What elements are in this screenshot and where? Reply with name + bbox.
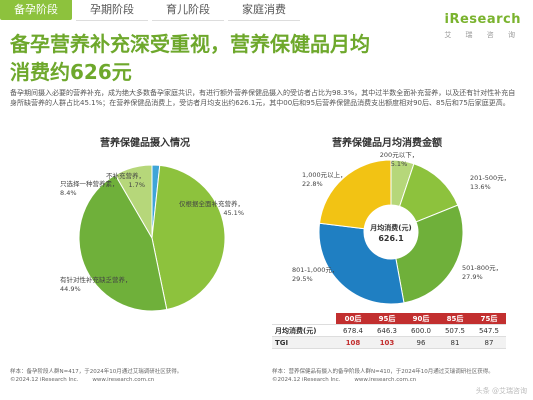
donut-pct-2: 27.9%	[462, 273, 483, 281]
table-row-label: TGI	[272, 336, 336, 349]
left-copyright: ©2024.12 iResearch Inc. www.iresearch.co…	[10, 376, 265, 384]
slice-label-0-1: 仅根据全面补充营养，	[179, 199, 244, 208]
donut-center-label: 月均消费(元)	[369, 223, 411, 232]
tab-3[interactable]: 家庭消费	[228, 0, 300, 21]
brand-subtitle: 艾 瑞 咨 询	[444, 31, 521, 39]
tab-0[interactable]: 备孕阶段	[0, 0, 72, 20]
left-source-note: 样本：备孕阶段人群N=417，于2024年10月通过艾瑞调研社区获得。 ©202…	[10, 368, 265, 384]
pie-slice-0-0	[78, 174, 168, 312]
table-col-header: 85后	[438, 313, 472, 325]
donut-label-1: 201-500元，	[470, 174, 510, 182]
donut-pct-0: 5.1%	[391, 160, 408, 168]
pie-slice-0-2	[114, 164, 153, 240]
brand-name: iResearch	[444, 12, 521, 27]
table-cell: 646.3	[370, 324, 404, 337]
slice-pct-0-1: 45.1%	[223, 209, 244, 217]
donut-center	[364, 205, 418, 259]
table-cell: 87	[472, 336, 506, 349]
tab-2[interactable]: 育儿阶段	[152, 0, 224, 21]
slice-pct-0-3: 1.7%	[128, 181, 145, 189]
donut-pct-3: 29.5%	[292, 275, 313, 283]
pie-slice-0-1	[151, 164, 226, 311]
right-source-text: 样本：营养保健品有摄入的备孕阶段人群N=410，于2024年10月通过艾瑞调研社…	[272, 369, 494, 375]
table-corner	[272, 313, 336, 325]
summary-paragraph: 备孕期间摄入必要的营养补充，成为绝大多数备孕家庭共识，有进行额外营养保健品摄入的…	[10, 89, 516, 107]
table-cell: 81	[438, 336, 472, 349]
page-title-line1: 备孕营养补充深受重视，营养保健品月均	[10, 32, 370, 56]
watermark: 头条 @艾瑞咨询	[475, 387, 527, 395]
donut-center-value: 626.1	[378, 234, 404, 243]
donut-label-3: 801-1,000元，	[292, 266, 338, 274]
table-cell: 507.5	[438, 324, 472, 337]
table-header-row: 00后 95后 90后 85后 75后	[272, 313, 506, 325]
slice-pct-0-0: 44.9%	[60, 285, 81, 293]
slice-label-0-3: 不补充营养，	[106, 171, 145, 180]
left-copyright-text: ©2024.12 iResearch Inc.	[10, 377, 79, 383]
left-source-text: 样本：备孕阶段人群N=417，于2024年10月通过艾瑞调研社区获得。	[10, 369, 183, 375]
table-cell: 103	[370, 336, 404, 349]
slice-pct-0-2: 8.4%	[60, 189, 77, 197]
donut-label-0: 200元以下，	[380, 151, 418, 159]
table-cell: 600.0	[404, 324, 438, 337]
left-chart-title: 营养保健品摄入情况	[100, 138, 190, 149]
slice-label-0-0: 有针对性补充缺乏营养，	[60, 275, 132, 284]
right-source-note: 样本：营养保健品有摄入的备孕阶段人群N=410，于2024年10月通过艾瑞调研社…	[272, 368, 522, 384]
donut-label-2: 501-800元，	[462, 264, 502, 272]
page-title: 备孕营养补充深受重视，营养保健品月均 消费约626元	[10, 30, 460, 86]
table-cell: 96	[404, 336, 438, 349]
table-col-header: 00后	[336, 313, 370, 325]
page-title-line2: 消费约626元	[10, 60, 132, 84]
brand-logo: iResearch 艾 瑞 咨 询	[444, 12, 521, 40]
table-cell: 108	[336, 336, 370, 349]
table-row: 月均消费(元) 678.4 646.3 600.0 507.5 547.5	[272, 324, 506, 337]
table-col-header: 75后	[472, 313, 506, 325]
donut-pct-1: 13.6%	[470, 183, 491, 191]
table-col-header: 90后	[404, 313, 438, 325]
stage-tabs: 备孕阶段 孕期阶段 育儿阶段 家庭消费	[0, 0, 304, 22]
donut-pct-4: 22.8%	[302, 180, 323, 188]
right-copyright: ©2024.12 iResearch Inc. www.iresearch.co…	[272, 376, 522, 384]
right-copyright-text: ©2024.12 iResearch Inc.	[272, 377, 341, 383]
right-chart-title: 营养保健品月均消费金额	[332, 138, 442, 149]
slice-label-0-2: 只选择一种营养素，	[60, 179, 119, 188]
tab-1[interactable]: 孕期阶段	[76, 0, 148, 21]
donut-label-4: 1,000元以上，	[302, 170, 347, 179]
table-cell: 547.5	[472, 324, 506, 337]
table-row-label: 月均消费(元)	[272, 324, 336, 337]
left-url-text: www.iresearch.com.cn	[92, 377, 155, 383]
tgi-table: 00后 95后 90后 85后 75后 月均消费(元) 678.4 646.3 600.0 507…	[272, 313, 506, 349]
right-url-text: www.iresearch.com.cn	[354, 377, 417, 383]
table-cell: 678.4	[336, 324, 370, 337]
table-row: TGI 108 103 96 81 87	[272, 336, 506, 349]
table-col-header: 95后	[370, 313, 404, 325]
